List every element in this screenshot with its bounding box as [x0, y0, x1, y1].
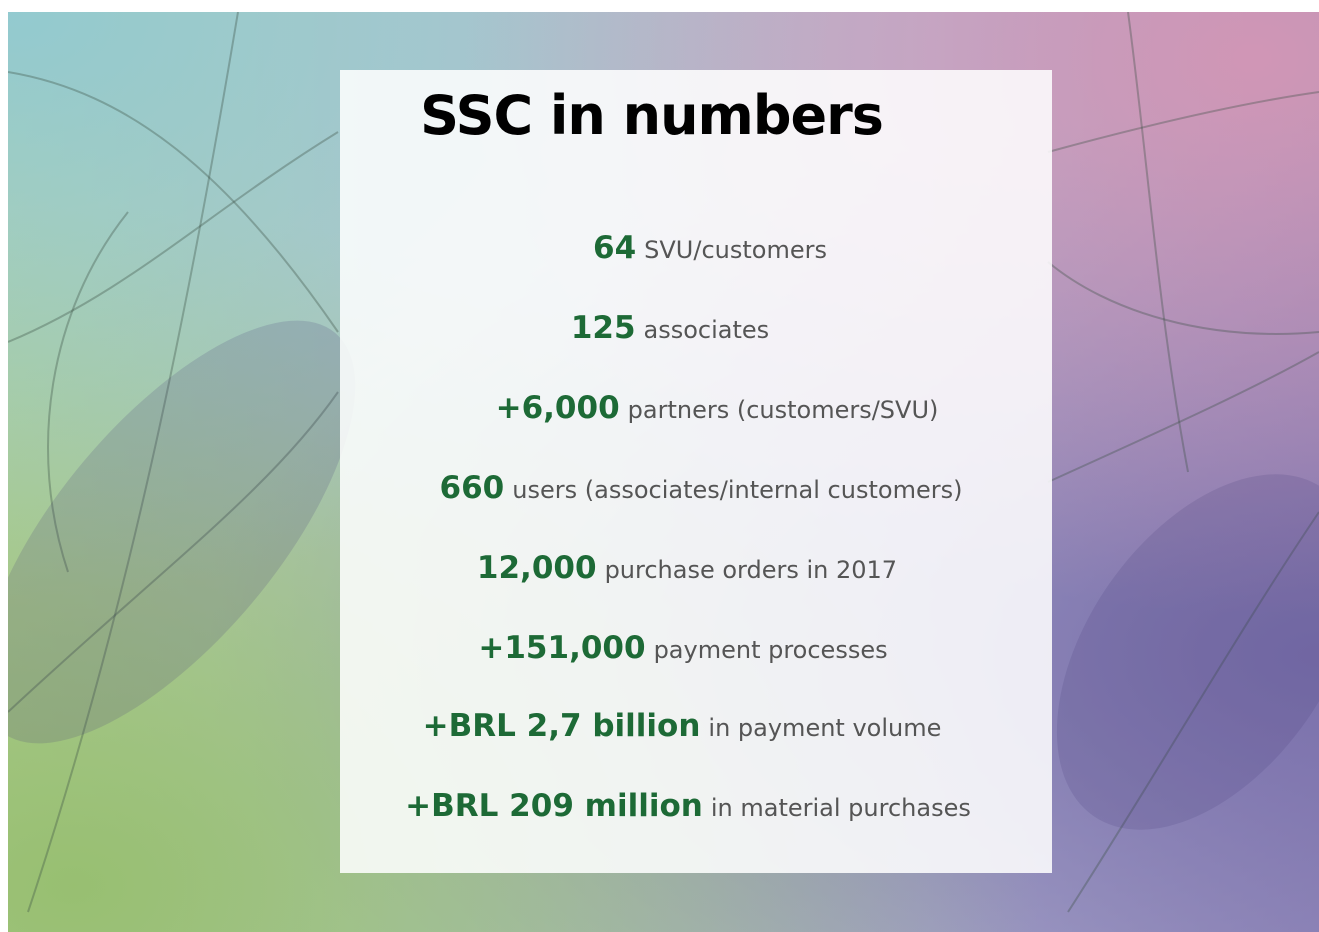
stat-row: +6,000 partners (customers/SVU) — [361, 388, 1073, 433]
stat-number: 12,000 — [477, 550, 597, 586]
stat-label: purchase orders in 2017 — [605, 556, 898, 584]
stat-label: in payment volume — [708, 714, 941, 742]
stat-number: +BRL 2,7 billion — [423, 708, 701, 744]
stat-row: +BRL 209 million in material purchases — [332, 786, 1044, 831]
stat-number: +151,000 — [478, 630, 645, 666]
stat-row: 12,000 purchase orders in 2017 — [331, 548, 1043, 593]
stat-label: payment processes — [654, 636, 888, 664]
stat-number: 64 — [593, 230, 636, 266]
stat-label: SVU/customers — [644, 236, 827, 264]
stat-number: 125 — [571, 310, 636, 346]
stat-label: associates — [644, 316, 770, 344]
stat-number: +6,000 — [496, 390, 620, 426]
page: SSC in numbers 64 SVU/customers 125 associa… — [0, 0, 1319, 932]
stat-number: +BRL 209 million — [405, 788, 703, 824]
stat-row: 125 associates — [314, 308, 1026, 353]
stat-label: in material purchases — [711, 794, 971, 822]
stat-label: partners (customers/SVU) — [628, 396, 939, 424]
stat-label: users (associates/internal customers) — [512, 476, 962, 504]
title: SSC in numbers — [0, 84, 1311, 147]
stat-number: 660 — [440, 470, 505, 506]
stat-row: 64 SVU/customers — [354, 228, 1066, 273]
stat-row: +151,000 payment processes — [327, 628, 1039, 673]
